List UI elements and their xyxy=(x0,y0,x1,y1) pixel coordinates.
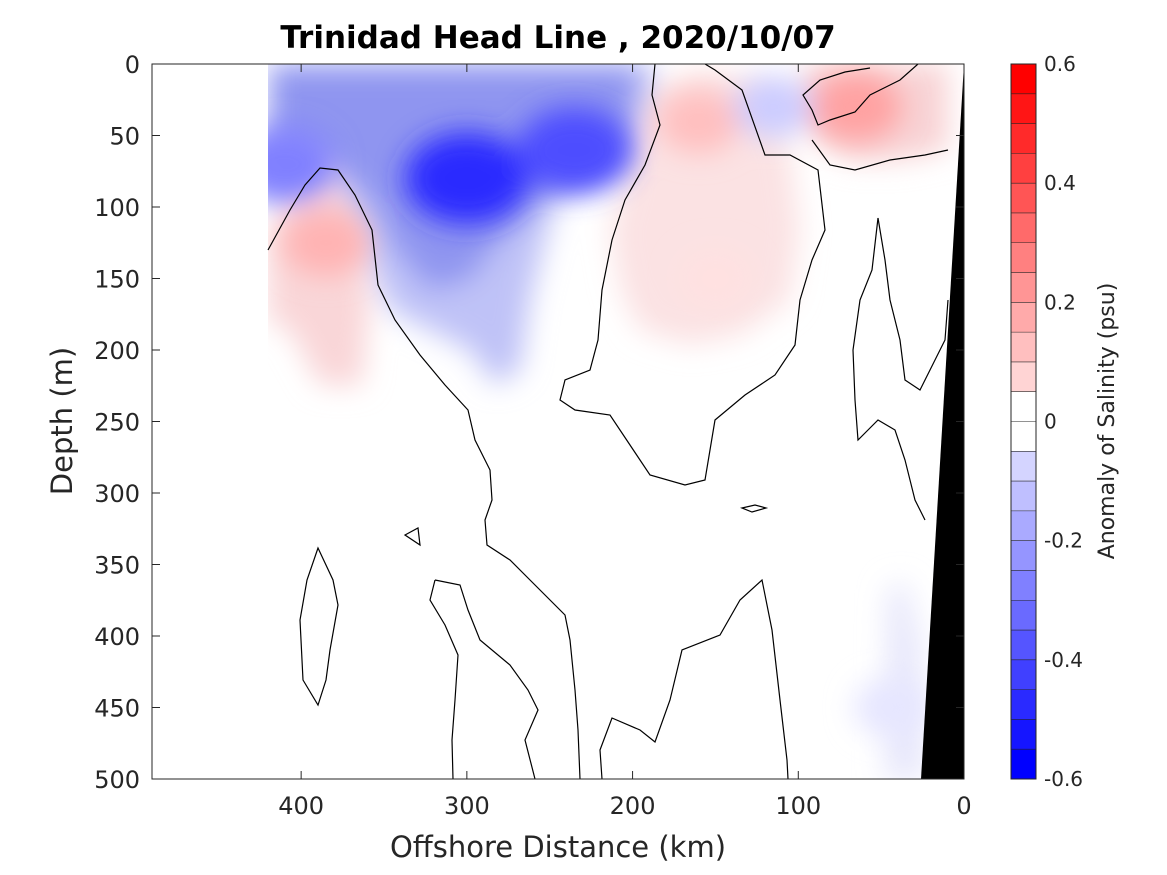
x-tick-label: 300 xyxy=(444,792,490,820)
anomaly-core-offshore-salty-core xyxy=(283,209,369,276)
colorbar-segment xyxy=(1011,272,1036,303)
colorbar-segment xyxy=(1011,659,1036,691)
zero-contour-offshore xyxy=(267,167,581,779)
zero-contour-coastal-upper xyxy=(802,64,919,126)
colorbar-tick-label: 0 xyxy=(1044,410,1057,434)
colorbar-tick-label: -0.6 xyxy=(1044,767,1083,791)
colorbar-tick-label: 0.6 xyxy=(1044,52,1076,76)
y-tick-label: 300 xyxy=(94,480,140,508)
mid-salty-patch xyxy=(610,70,800,345)
colorbar-segment xyxy=(1011,600,1036,631)
anomaly-core-mid-section-salty xyxy=(657,89,740,154)
y-tick-label: 450 xyxy=(94,695,140,723)
x-axis-label: Offshore Distance (km) xyxy=(390,830,726,864)
colorbar-segment xyxy=(1011,570,1036,601)
zero-contour-coastal-deep xyxy=(877,217,949,391)
colorbar-segment xyxy=(1011,123,1036,154)
zero-contours xyxy=(267,64,949,779)
colorbar-segment xyxy=(1011,361,1036,393)
y-tick-label: 200 xyxy=(94,337,140,365)
y-axis-ticks: 0 50 100 150 200 250 300 350 400 450 500 xyxy=(94,51,964,794)
zero-contour-coastal-deep2 xyxy=(852,217,926,521)
x-tick-label: 200 xyxy=(610,792,656,820)
colorbar-segment xyxy=(1011,183,1036,214)
y-axis-label: Depth (m) xyxy=(45,347,79,495)
zero-contour-coastal-lower xyxy=(811,139,949,171)
zero-contour-small-ring-2 xyxy=(739,504,769,513)
y-tick-label: 50 xyxy=(109,123,140,151)
colorbar-segment xyxy=(1011,391,1036,422)
colorbar-segment xyxy=(1011,510,1036,542)
zero-contour-offshore-lens xyxy=(299,546,339,707)
anomaly-core-far-offshore-fresh xyxy=(268,126,335,203)
anomaly-core-mid-section-salty-deep xyxy=(679,249,752,308)
colorbar-tick-label: 0.2 xyxy=(1044,290,1076,314)
colorbar-ticks: 0.6 0.4 0.2 0 -0.2 -0.4 -0.6 xyxy=(1044,52,1083,791)
bathymetry-seafloor xyxy=(921,64,964,779)
colorbar-segment xyxy=(1011,242,1036,274)
colorbar-tick-label: -0.4 xyxy=(1044,648,1083,672)
y-tick-label: 0 xyxy=(125,51,140,79)
colorbar-segment xyxy=(1011,451,1036,482)
zero-contour-deep-left2 xyxy=(429,579,459,779)
colorbar-segment xyxy=(1011,749,1036,780)
colorbar-segment xyxy=(1011,64,1036,95)
colorbar-tick-label: -0.2 xyxy=(1044,529,1083,553)
colorbar-segment xyxy=(1011,93,1036,125)
y-tick-label: 100 xyxy=(94,194,140,222)
colorbar-segment xyxy=(1011,302,1036,333)
colorbar-segment xyxy=(1011,481,1036,512)
anomaly-core-coastal-fresh xyxy=(734,76,813,138)
colorbar-segment xyxy=(1011,421,1036,452)
salinity-anomaly-field xyxy=(268,64,948,779)
x-tick-label: 400 xyxy=(278,792,324,820)
anomaly-core-coastal-salty xyxy=(811,72,902,142)
zero-contour-mid xyxy=(559,64,826,486)
zero-contour-deep-left xyxy=(434,579,539,779)
x-tick-label: 0 xyxy=(956,792,971,820)
zero-contour-small-ring-1 xyxy=(403,527,421,547)
colorbar-segment xyxy=(1011,689,1036,720)
colorbar-segment xyxy=(1011,719,1036,750)
colorbar-frame xyxy=(1010,63,1037,780)
x-axis-ticks: 400 300 200 100 0 xyxy=(278,64,972,820)
anomaly-core-upper-offshore-fresh xyxy=(404,132,529,225)
zero-contour-deep-right xyxy=(599,578,789,779)
anomaly-core-nearshore-fresh xyxy=(517,107,632,193)
y-tick-label: 350 xyxy=(94,552,140,580)
y-tick-label: 500 xyxy=(94,766,140,794)
colorbar-segment xyxy=(1011,153,1036,184)
y-tick-label: 400 xyxy=(94,623,140,651)
x-tick-label: 100 xyxy=(775,792,821,820)
colorbar-segment xyxy=(1011,212,1036,244)
colorbar-tick-label: 0.4 xyxy=(1044,171,1076,195)
colorbar-segment xyxy=(1011,630,1036,661)
colorbar-segment xyxy=(1011,332,1036,363)
y-tick-label: 150 xyxy=(94,266,140,294)
colorbar-label: Anomaly of Salinity (psu) xyxy=(1095,283,1120,560)
colorbar xyxy=(1010,63,1037,780)
y-tick-label: 250 xyxy=(94,409,140,437)
colorbar-segment xyxy=(1011,540,1036,571)
chart-title: Trinidad Head Line , 2020/10/07 xyxy=(280,20,835,56)
anomaly-core-deep-coastal-fresh xyxy=(853,679,926,736)
